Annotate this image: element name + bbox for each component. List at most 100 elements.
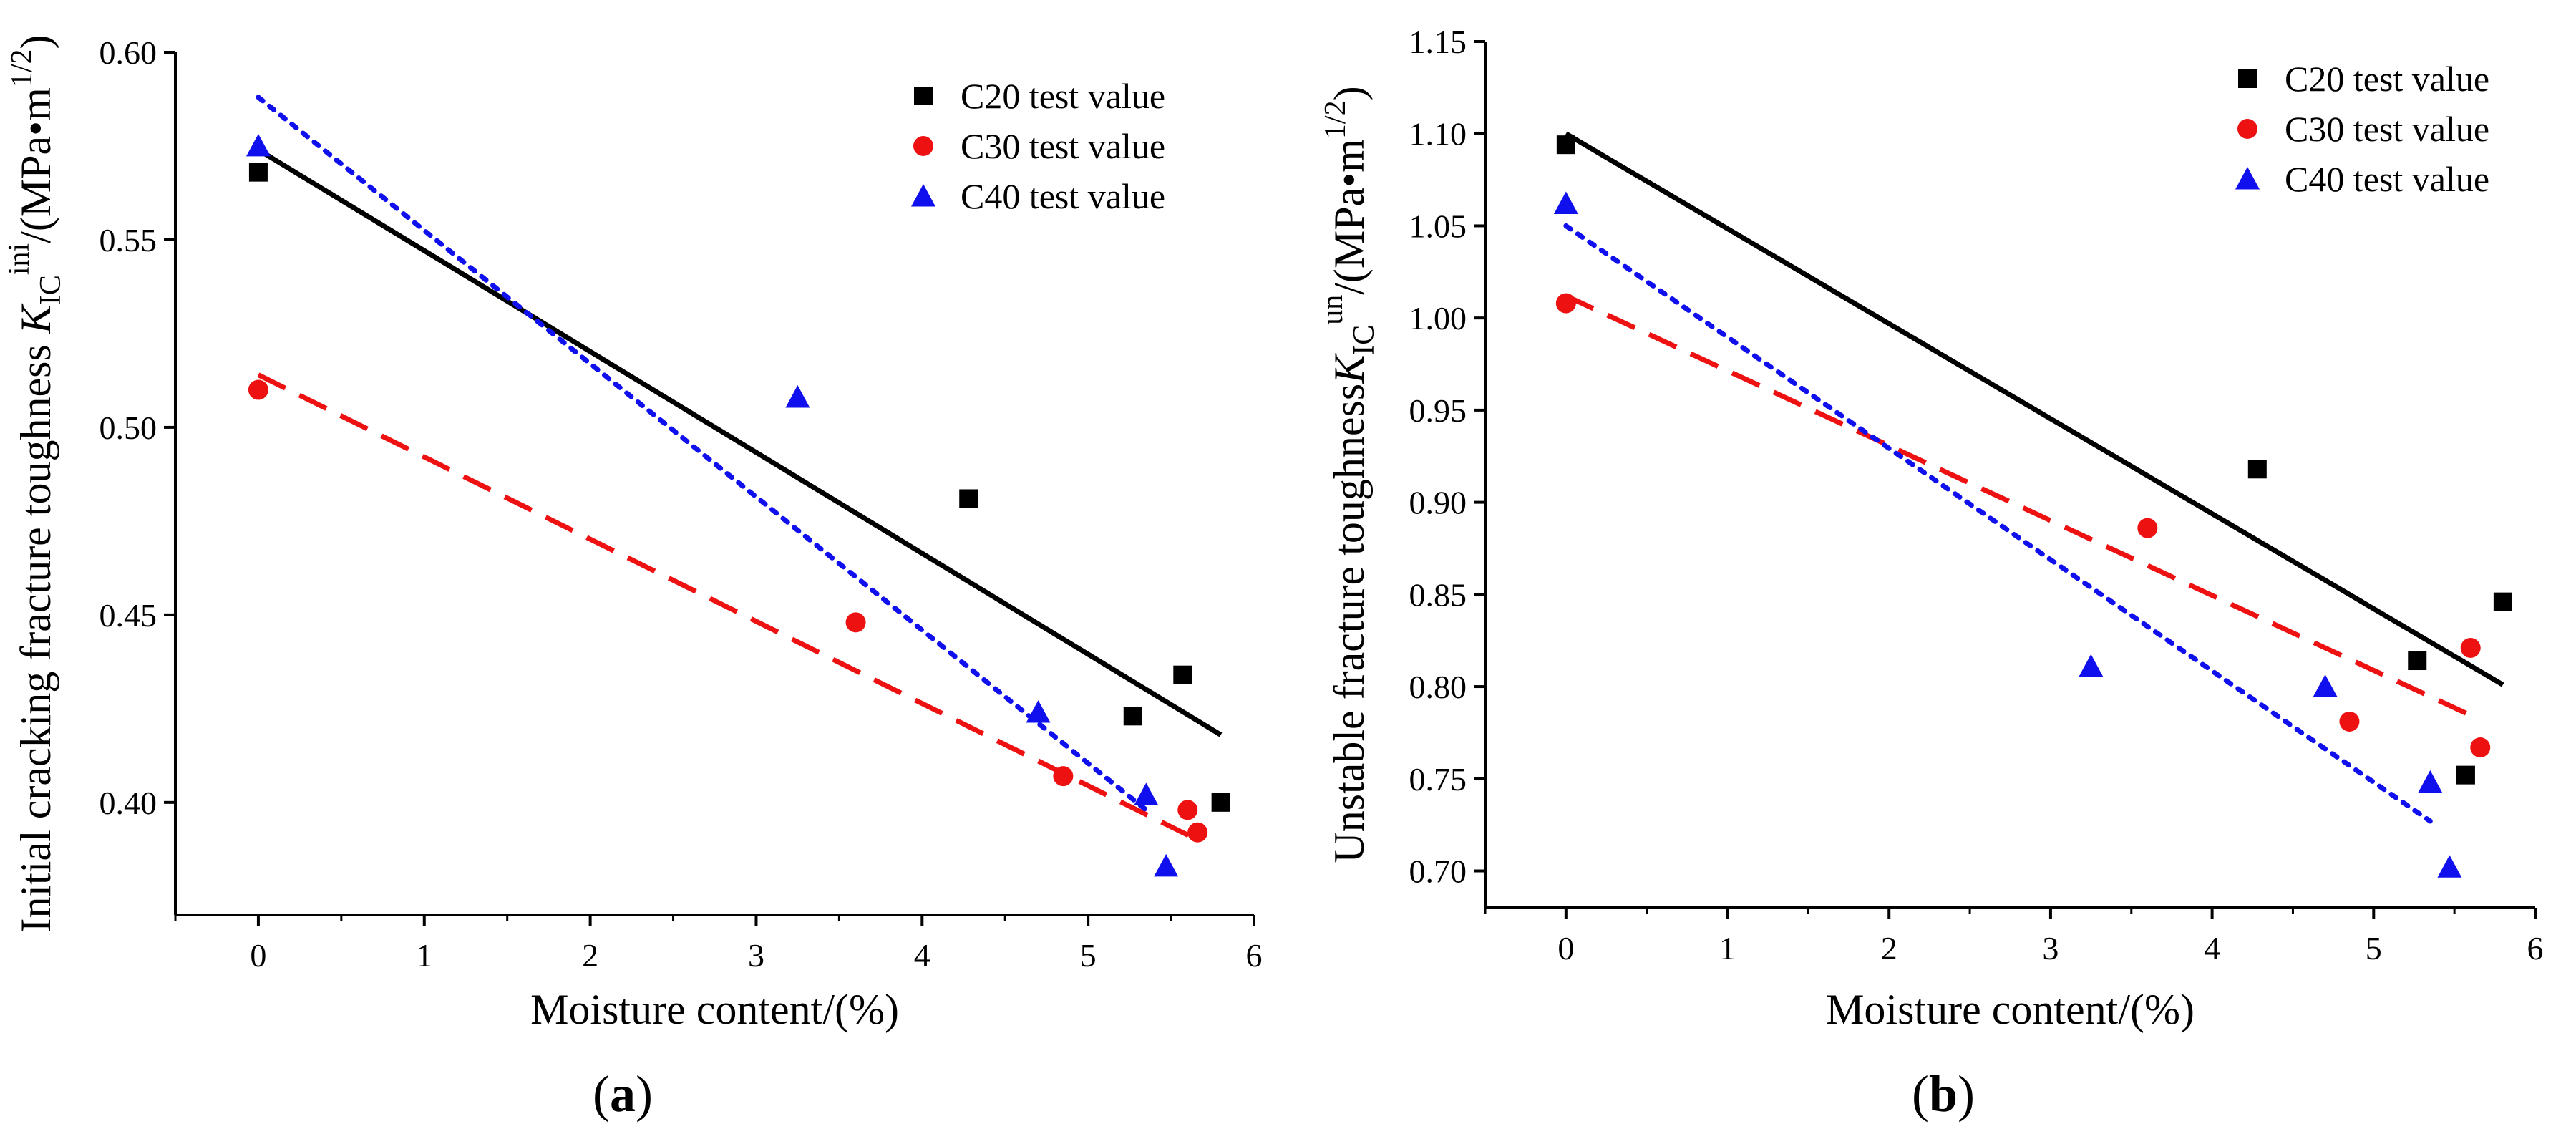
fit-line-c30 bbox=[1565, 294, 2482, 722]
fit-line-c40 bbox=[256, 94, 1149, 813]
chart-panel-b: 0 1 2 3 4 5 6 0.70 0.75 0.80 0.85 0.90 0.95 1.00 1.05 1… bbox=[1316, 24, 2544, 1123]
x-tick-label: 4 bbox=[2204, 930, 2220, 966]
x-tick-label: 3 bbox=[748, 937, 764, 974]
x-tick-label: 0 bbox=[1557, 930, 1574, 966]
data-point-c40 bbox=[2437, 855, 2462, 878]
y-title-text: Unstable fracture toughness bbox=[1326, 384, 1373, 863]
x-tick-label: 6 bbox=[1246, 937, 1263, 974]
legend-marker-c40 bbox=[911, 184, 935, 207]
y-title-subscript: IC bbox=[1348, 325, 1381, 355]
data-point-c30 bbox=[1187, 822, 1208, 843]
data-point-c30 bbox=[1555, 293, 1576, 314]
y-tick-label: 0.55 bbox=[99, 222, 157, 258]
y-tick-label: 0.90 bbox=[1409, 485, 1467, 521]
data-point-c40 bbox=[2313, 674, 2338, 697]
data-point-c30 bbox=[1053, 766, 1074, 787]
data-point-c20 bbox=[248, 163, 268, 182]
y-tick-label: 1.00 bbox=[1409, 300, 1467, 336]
y-tick-label: 1.10 bbox=[1409, 116, 1467, 152]
fit-line-c20 bbox=[1565, 131, 2504, 687]
panel-label-close: ) bbox=[1958, 1065, 1975, 1123]
x-tick-label: 2 bbox=[582, 937, 598, 974]
y-axis-title: Initial cracking fracture toughness KICi… bbox=[3, 34, 67, 932]
y-tick-label: 1.15 bbox=[1409, 24, 1467, 60]
y-title-subscript: IC bbox=[34, 275, 67, 305]
data-point-c40 bbox=[1026, 700, 1051, 723]
y-axis-title: Unstable fracture toughnessKICun/(MPa•m1… bbox=[1316, 86, 1381, 863]
data-point-c30 bbox=[1177, 800, 1198, 820]
y-tick-label: 1.05 bbox=[1409, 208, 1467, 244]
y-title-close: ) bbox=[12, 34, 59, 49]
legend-label: C40 test value bbox=[2285, 159, 2489, 199]
x-axis-title: Moisture content/(%) bbox=[1826, 986, 2195, 1033]
data-point-c20 bbox=[1123, 707, 1142, 726]
legend-marker-c30 bbox=[2237, 119, 2257, 139]
x-tick-label: 0 bbox=[250, 937, 266, 974]
legend-label: C40 test value bbox=[961, 176, 1165, 216]
legend-label: C20 test value bbox=[961, 76, 1165, 116]
y-tick-label: 0.40 bbox=[99, 785, 157, 821]
data-point-c30 bbox=[2470, 737, 2491, 758]
legend-label: C20 test value bbox=[2285, 59, 2489, 99]
legend-label: C30 test value bbox=[961, 126, 1165, 166]
legend-marker-c20 bbox=[2238, 69, 2257, 88]
data-point-c40 bbox=[246, 133, 271, 157]
panel-label-letter: a bbox=[610, 1065, 636, 1123]
data-point-c20 bbox=[1556, 135, 1575, 155]
x-tick-label: 3 bbox=[2042, 930, 2059, 966]
data-point-c20 bbox=[1173, 665, 1192, 684]
y-tick-label: 0.85 bbox=[1409, 576, 1467, 613]
panel-label-letter: b bbox=[1929, 1065, 1958, 1123]
fit-line-c20 bbox=[257, 147, 1223, 737]
y-tick-label: 0.45 bbox=[99, 597, 157, 634]
legend-marker-c40 bbox=[2235, 167, 2260, 190]
legend-marker-c30 bbox=[913, 136, 933, 156]
panel-label-close: ) bbox=[636, 1065, 653, 1123]
data-point-c30 bbox=[2137, 518, 2158, 538]
data-point-c20 bbox=[959, 489, 978, 508]
y-title-unit-superscript: 1/2 bbox=[1319, 100, 1352, 139]
y-title-unit: /(MPa•m bbox=[12, 87, 59, 243]
x-axis-title: Moisture content/(%) bbox=[530, 986, 899, 1033]
data-point-c30 bbox=[2460, 638, 2481, 658]
y-title-unit: /(MPa•m bbox=[1326, 139, 1373, 295]
data-point-c40 bbox=[2418, 770, 2443, 793]
data-point-c20 bbox=[2408, 651, 2427, 671]
data-point-c30 bbox=[2339, 711, 2360, 732]
y-title-superscript: ini bbox=[3, 243, 36, 275]
data-point-c20 bbox=[1211, 793, 1230, 812]
y-tick-label: 0.80 bbox=[1409, 669, 1467, 705]
y-tick-label: 0.70 bbox=[1409, 853, 1467, 890]
x-tick-label: 6 bbox=[2527, 930, 2544, 966]
legend-marker-c20 bbox=[914, 87, 933, 105]
data-point-c40 bbox=[2079, 654, 2104, 677]
y-tick-label: 0.50 bbox=[99, 410, 157, 446]
y-title-unit-superscript: 1/2 bbox=[6, 49, 39, 87]
data-point-c40 bbox=[785, 385, 810, 408]
x-tick-label: 5 bbox=[1080, 937, 1097, 974]
y-tick-label: 0.75 bbox=[1409, 761, 1467, 798]
panel-label: (a) bbox=[593, 1065, 653, 1123]
data-point-c20 bbox=[2247, 460, 2267, 479]
x-tick-label: 5 bbox=[2366, 930, 2382, 966]
y-tick-label: 0.95 bbox=[1409, 392, 1467, 429]
x-tick-label: 2 bbox=[1881, 930, 1897, 966]
y-title-text: Initial cracking fracture toughness bbox=[12, 334, 59, 932]
y-tick-label: 0.60 bbox=[99, 34, 157, 71]
panel-label: (b) bbox=[1912, 1065, 1975, 1123]
y-title-symbol: K bbox=[12, 303, 59, 334]
data-point-c30 bbox=[248, 379, 268, 400]
data-point-c20 bbox=[2493, 592, 2512, 611]
panel-label-open: ( bbox=[593, 1065, 610, 1123]
panel-label-open: ( bbox=[1912, 1065, 1929, 1123]
data-point-c40 bbox=[1553, 191, 1578, 215]
x-tick-label: 4 bbox=[914, 937, 930, 974]
data-point-c30 bbox=[845, 612, 866, 633]
fit-line-c30 bbox=[257, 372, 1199, 843]
y-title-symbol: K bbox=[1326, 353, 1373, 384]
fit-line-c40 bbox=[1563, 223, 2433, 824]
legend-label: C30 test value bbox=[2285, 109, 2489, 149]
data-point-c20 bbox=[2456, 765, 2475, 785]
x-tick-label: 1 bbox=[416, 937, 432, 974]
